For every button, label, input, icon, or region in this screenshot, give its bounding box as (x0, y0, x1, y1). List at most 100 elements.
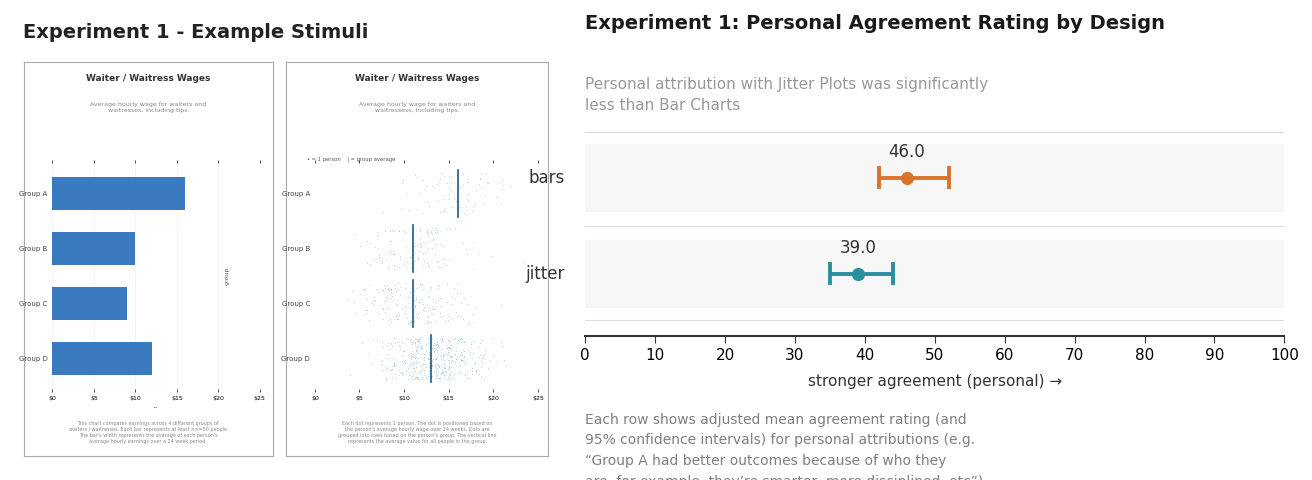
Point (446, 279, 467, 287)
Point (405, 347, 426, 355)
Point (403, 365, 424, 372)
Point (386, 374, 407, 382)
Point (480, 356, 501, 363)
Point (384, 334, 405, 342)
Point (383, 360, 404, 368)
Point (416, 225, 437, 232)
Point (424, 347, 445, 354)
Point (474, 375, 495, 383)
Point (399, 371, 420, 378)
Point (387, 297, 408, 304)
Point (369, 288, 390, 296)
Point (408, 253, 429, 261)
Point (411, 345, 432, 352)
Point (403, 360, 424, 368)
Point (390, 370, 411, 377)
Point (420, 340, 441, 348)
Point (440, 226, 461, 233)
Point (442, 314, 463, 322)
Point (401, 372, 422, 380)
Point (432, 255, 453, 263)
Point (401, 353, 422, 360)
Point (433, 172, 454, 180)
Point (421, 303, 442, 311)
Point (392, 368, 413, 376)
Point (438, 370, 459, 378)
Point (401, 299, 422, 306)
Text: Experiment 1: Personal Agreement Rating by Design: Experiment 1: Personal Agreement Rating … (585, 14, 1165, 34)
Point (476, 169, 497, 177)
Point (434, 365, 455, 372)
Point (430, 174, 451, 181)
Point (383, 298, 404, 305)
Point (434, 360, 455, 368)
Point (433, 255, 454, 263)
Text: Experiment 1 - Example Stimuli: Experiment 1 - Example Stimuli (22, 24, 369, 42)
Point (404, 317, 425, 325)
Point (380, 339, 401, 347)
Point (357, 260, 378, 267)
Point (462, 368, 483, 375)
Point (429, 363, 450, 371)
Point (434, 365, 455, 372)
Point (395, 243, 416, 251)
Point (387, 315, 408, 323)
Point (447, 191, 468, 198)
Point (387, 286, 408, 293)
Point (375, 255, 396, 263)
Point (434, 195, 455, 203)
Point (415, 341, 436, 349)
Point (437, 350, 458, 358)
Point (363, 296, 384, 304)
Point (399, 320, 420, 328)
Point (426, 344, 447, 351)
Point (474, 199, 495, 207)
Point (407, 374, 428, 382)
Point (403, 228, 424, 236)
Point (395, 356, 416, 364)
Point (438, 183, 459, 191)
Point (429, 264, 450, 271)
Point (438, 343, 459, 351)
Point (470, 351, 491, 359)
Point (436, 345, 457, 352)
Point (375, 304, 396, 312)
Point (382, 373, 403, 381)
Point (413, 366, 434, 374)
Point (485, 193, 506, 201)
Point (378, 250, 399, 258)
Point (445, 350, 466, 358)
Point (387, 308, 408, 316)
Point (468, 176, 489, 183)
Point (434, 207, 455, 215)
Point (380, 340, 401, 348)
Point (357, 310, 378, 317)
Point (450, 183, 471, 191)
Point (401, 353, 422, 360)
Point (428, 350, 449, 358)
Point (413, 177, 434, 184)
Point (455, 245, 476, 252)
Point (453, 209, 474, 216)
Point (432, 345, 453, 353)
Point (404, 288, 425, 295)
Point (472, 336, 493, 344)
Point (449, 337, 470, 345)
Point (366, 258, 387, 265)
Point (440, 312, 461, 319)
Point (438, 338, 459, 346)
Point (401, 338, 422, 346)
Point (352, 339, 373, 347)
Point (429, 362, 450, 370)
Point (468, 370, 489, 378)
Point (421, 335, 442, 342)
Point (455, 357, 476, 365)
Point (379, 314, 400, 322)
Point (391, 339, 412, 347)
Point (388, 227, 409, 235)
Point (388, 279, 409, 287)
Point (374, 281, 395, 288)
Point (405, 248, 426, 255)
Point (451, 356, 472, 364)
Point (472, 352, 493, 360)
